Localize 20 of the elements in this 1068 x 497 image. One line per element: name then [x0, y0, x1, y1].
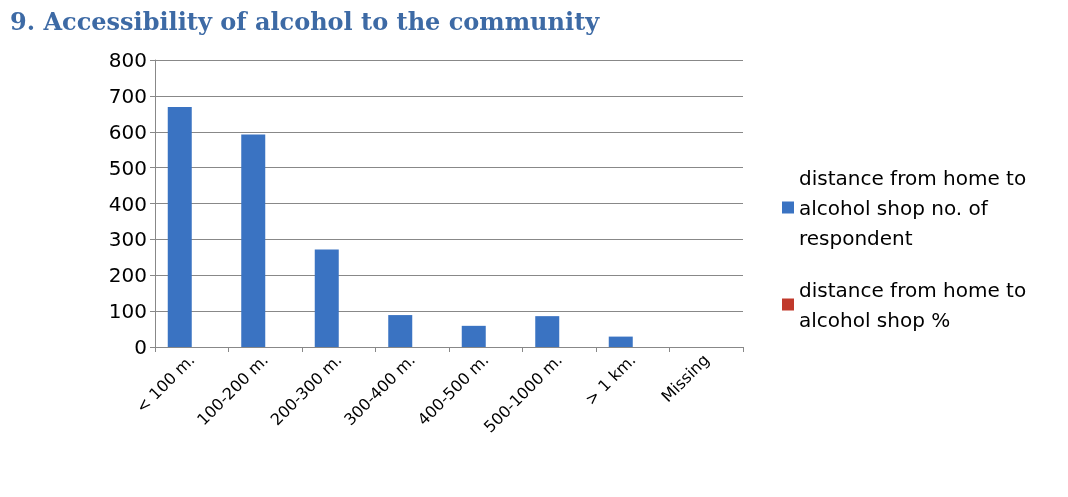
y-tick-label: 400 [108, 191, 147, 216]
bar [314, 249, 339, 347]
y-tick-label: 600 [108, 119, 147, 144]
y-tick-label: 700 [108, 83, 147, 108]
x-tick-label: > 1 km. [581, 350, 640, 409]
bar [608, 336, 633, 347]
y-tick-label: 300 [108, 227, 147, 252]
bar [241, 134, 266, 347]
legend-label: distance from home to alcohol shop no. of respondent [799, 165, 1033, 250]
y-tick-label: 0 [134, 335, 147, 359]
y-tick-label: 800 [108, 48, 147, 72]
bar [167, 107, 192, 347]
bar [461, 325, 486, 347]
legend-label: distance from home to alcohol shop % [799, 277, 1033, 332]
y-tick-label: 200 [108, 263, 147, 288]
y-tick-label: 500 [108, 155, 147, 180]
y-tick-label: 100 [108, 299, 147, 324]
chart-title: 9. Accessibility of alcohol to the community [10, 6, 601, 36]
bar [388, 315, 413, 347]
bar [535, 316, 560, 347]
